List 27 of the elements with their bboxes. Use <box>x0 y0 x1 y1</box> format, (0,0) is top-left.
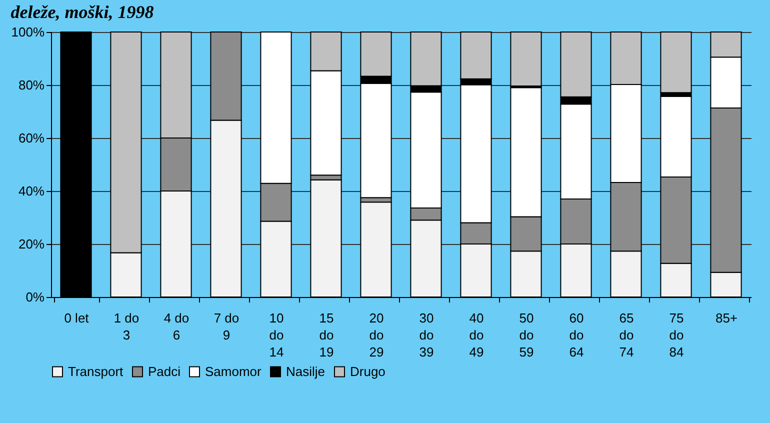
x-tick-label: 75 do 84 <box>669 310 684 360</box>
y-tick-label: 20% <box>18 236 45 252</box>
legend-label: Padci <box>148 364 181 379</box>
x-tick-label: 40 do 49 <box>469 310 484 360</box>
x-tick-label: 20 do 29 <box>369 310 384 360</box>
x-tick-label: 60 do 64 <box>569 310 584 360</box>
x-tick-label: 30 do 39 <box>419 310 434 360</box>
x-tick-label: 15 do 19 <box>319 310 334 360</box>
x-tick-label: 7 do 9 <box>214 310 240 342</box>
y-tick-label: 40% <box>18 184 45 198</box>
x-tick-label: 4 do 6 <box>164 310 190 342</box>
legend-label: Samomor <box>205 364 262 379</box>
x-tick-label: 50 do 59 <box>519 310 534 360</box>
legend-label: Drugo <box>350 364 386 379</box>
x-tick-label: 1 do 3 <box>114 310 140 342</box>
legend-label: Nasilje <box>286 364 326 379</box>
chart-title: deleže, moški, 1998 <box>10 2 154 22</box>
x-tick-label: 85+ <box>715 310 738 326</box>
y-tick-label: 60% <box>18 130 45 146</box>
y-tick-label: 100% <box>11 24 45 40</box>
x-tick-label: 10 do 14 <box>269 310 284 360</box>
bar <box>660 32 692 94</box>
y-tick-label: 80% <box>18 78 45 92</box>
y-tick-label: 0% <box>26 290 45 304</box>
legend-label: Transport <box>68 364 124 379</box>
x-tick-label: 65 do 74 <box>619 310 634 360</box>
x-tick-label: 0 let <box>64 310 90 326</box>
